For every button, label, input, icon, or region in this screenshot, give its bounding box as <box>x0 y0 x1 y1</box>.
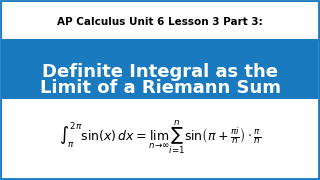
Text: Definite Integral as the: Definite Integral as the <box>42 63 278 81</box>
Bar <box>2 98 318 178</box>
Bar <box>2 2 318 40</box>
Text: AP Calculus Unit 6 Lesson 3 Part 3:: AP Calculus Unit 6 Lesson 3 Part 3: <box>57 17 263 27</box>
Text: Limit of a Riemann Sum: Limit of a Riemann Sum <box>39 79 281 97</box>
Bar <box>2 40 318 98</box>
Text: $\int_{\pi}^{2\pi} \sin(x)\, dx = \lim_{n \to \infty} \sum_{i=1}^{n} \sin\!\left: $\int_{\pi}^{2\pi} \sin(x)\, dx = \lim_{… <box>59 118 261 156</box>
